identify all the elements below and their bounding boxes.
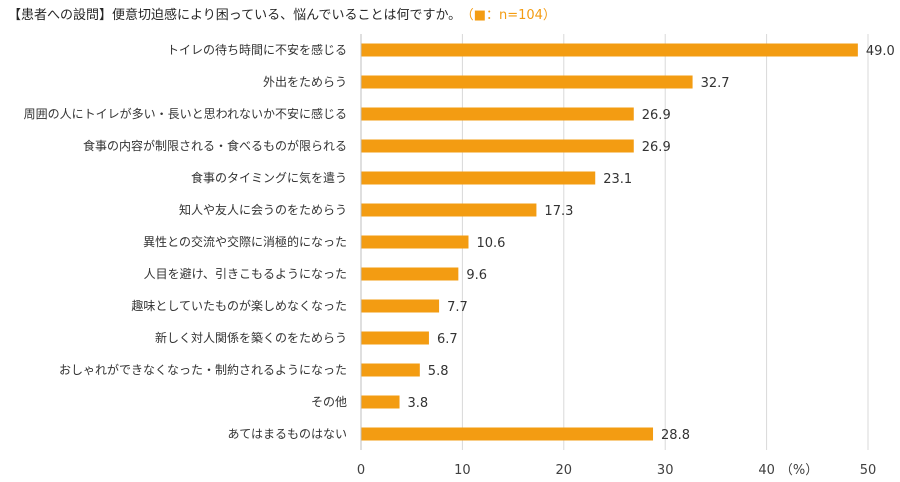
value-label: 7.7 xyxy=(447,300,468,315)
x-tick-label: 30 xyxy=(657,463,674,478)
category-label: おしゃれができなくなった・制約されるようになった xyxy=(59,362,347,377)
value-label: 26.9 xyxy=(642,140,671,155)
category-label: その他 xyxy=(311,395,347,409)
bar xyxy=(361,267,459,281)
value-label: 3.8 xyxy=(408,396,429,411)
bar xyxy=(361,395,400,409)
chart-legend: （■：n=104） xyxy=(467,8,556,23)
category-label: 新しく対人関係を築くのをためらう xyxy=(155,330,347,345)
bar xyxy=(361,235,469,249)
category-label: 周囲の人にトイレが多い・長いと思われないか不安に感じる xyxy=(24,106,347,121)
category-label: 食事の内容が制限される・食べるものが限られる xyxy=(83,138,347,153)
bar xyxy=(361,171,596,185)
x-axis-unit-label: （%） xyxy=(780,463,818,478)
category-labels: トイレの待ち時間に不安を感じる外出をためらう周囲の人にトイレが多い・長いと思われ… xyxy=(24,42,347,441)
value-label: 23.1 xyxy=(603,172,632,187)
category-label: 異性との交流や交際に消極的になった xyxy=(143,234,347,249)
value-label: 28.8 xyxy=(661,428,690,443)
category-label: 外出をためらう xyxy=(263,75,347,89)
chart-question: 【患者への設問】便意切迫感により困っている、悩んでいることは何ですか。 xyxy=(8,8,462,23)
bar xyxy=(361,331,429,345)
category-label: 知人や友人に会うのをためらう xyxy=(179,203,347,217)
bar xyxy=(361,363,420,377)
bars xyxy=(361,43,858,441)
gridlines xyxy=(461,34,869,450)
x-tick-label: 10 xyxy=(454,463,471,478)
bar xyxy=(361,299,440,313)
bar xyxy=(361,203,537,217)
chart-title: 【患者への設問】便意切迫感により困っている、悩んでいることは何ですか。 （■：n=… xyxy=(8,4,556,23)
value-label: 17.3 xyxy=(544,204,573,219)
bar xyxy=(361,107,634,121)
x-tick-label: 20 xyxy=(556,463,573,478)
value-label: 26.9 xyxy=(642,108,671,123)
value-labels: 49.0 32.7 26.9 26.9 23.1 17.3 10.6 9.6 7.7 6.7 5.8… xyxy=(408,44,895,443)
category-label: トイレの待ち時間に不安を感じる xyxy=(167,42,347,57)
value-label: 5.8 xyxy=(428,364,449,379)
category-label: 食事のタイミングに気を遣う xyxy=(191,170,347,185)
bar xyxy=(361,139,634,153)
category-label: 人目を避け、引きこもるようになった xyxy=(144,267,347,281)
x-tick-label: 50 xyxy=(860,463,877,478)
bar xyxy=(361,75,693,89)
value-label: 32.7 xyxy=(701,76,730,91)
category-label: 趣味としていたものが楽しめなくなった xyxy=(131,298,347,313)
x-tick-label: 0 xyxy=(357,463,365,478)
x-tick-labels: 0 10 20 30 40 50 xyxy=(357,463,876,478)
value-label: 10.6 xyxy=(476,236,505,251)
value-label: 6.7 xyxy=(437,332,458,347)
category-label: あてはまるものはない xyxy=(227,427,347,441)
value-label: 49.0 xyxy=(866,44,895,59)
bar xyxy=(361,43,858,57)
bar xyxy=(361,427,654,441)
value-label: 9.6 xyxy=(466,268,487,283)
x-tick-label: 40 xyxy=(758,463,775,478)
